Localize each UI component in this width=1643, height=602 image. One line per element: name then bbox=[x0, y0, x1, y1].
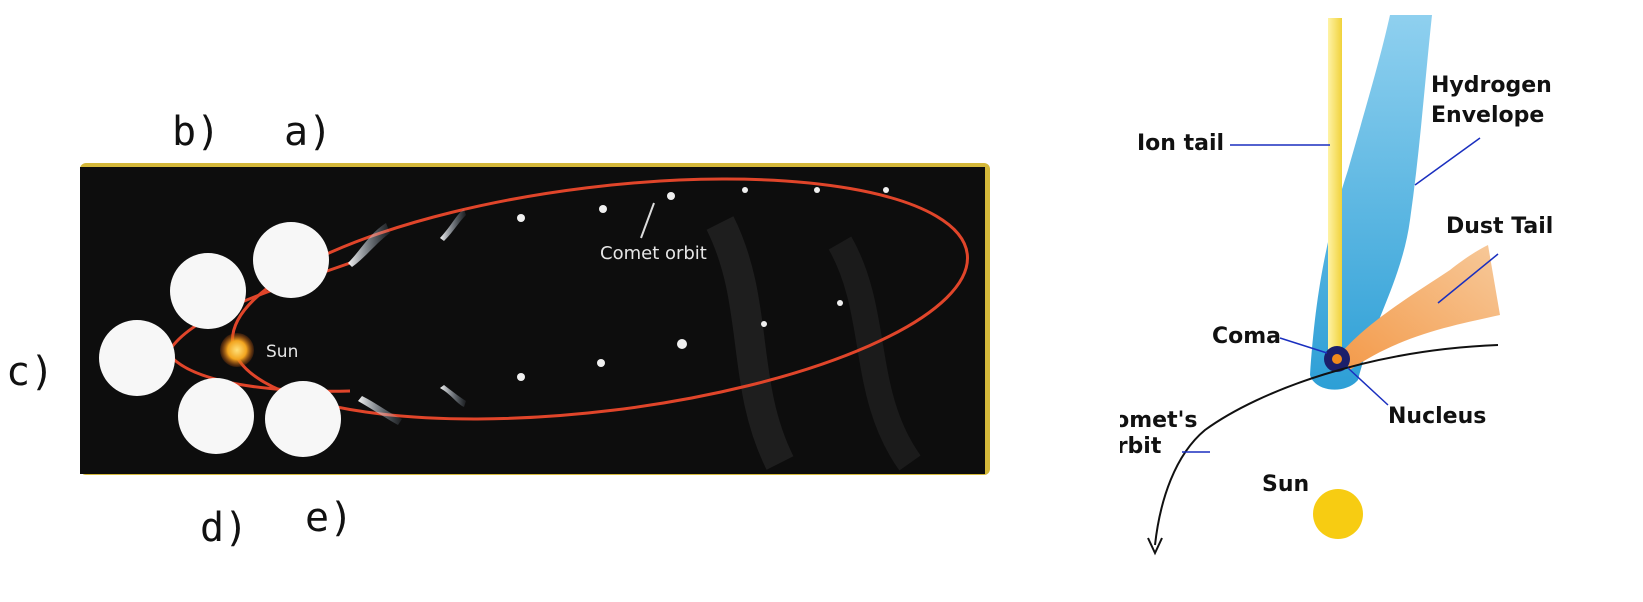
option-label-e: e) bbox=[305, 495, 354, 541]
comet-anatomy-diagram: Ion tail Hydrogen Envelope Dust Tail Com… bbox=[1120, 15, 1553, 556]
background-haze bbox=[706, 216, 794, 470]
hydrogen-envelope-label-line1: Hydrogen bbox=[1431, 73, 1552, 98]
comet-position-dot bbox=[742, 187, 748, 193]
nucleus-icon bbox=[1332, 354, 1342, 364]
nucleus-label: Nucleus bbox=[1388, 404, 1486, 429]
dust-tail-label: Dust Tail bbox=[1446, 214, 1553, 239]
comet-position-dot bbox=[667, 192, 675, 200]
coma-label: Coma bbox=[1212, 324, 1281, 349]
dust-tail-leader-line bbox=[1437, 253, 1499, 304]
comet-position-dot bbox=[814, 187, 820, 193]
comet-position-dot bbox=[883, 187, 889, 193]
hydrogen-envelope-label-line2: Envelope bbox=[1431, 103, 1544, 128]
sun-icon bbox=[220, 333, 254, 367]
position-disc-a bbox=[253, 222, 329, 298]
option-label-c: c) bbox=[6, 349, 55, 395]
ion-tail bbox=[1328, 18, 1342, 363]
comet-tail bbox=[440, 385, 466, 407]
comet-position-dot bbox=[599, 205, 607, 213]
position-disc-b bbox=[170, 253, 246, 329]
position-disc-e bbox=[265, 381, 341, 457]
sun-icon bbox=[1313, 489, 1363, 539]
comet-tail bbox=[348, 223, 390, 267]
option-label-b: b) bbox=[172, 109, 221, 155]
comet-position-dot bbox=[597, 359, 605, 367]
comet-orbit-diagram: Sun Comet orbit bbox=[80, 163, 990, 475]
comet-orbit-label: Comet orbit bbox=[600, 243, 707, 264]
comet-position-dot bbox=[517, 214, 525, 222]
background-haze bbox=[828, 236, 921, 471]
orbit-arrow-icon bbox=[1147, 537, 1163, 556]
hydrogen-envelope-leader-line bbox=[1414, 137, 1481, 186]
comet-position-dot bbox=[677, 339, 687, 349]
position-disc-c bbox=[99, 320, 175, 396]
comet-orbit-label-line1: Comet's bbox=[1120, 408, 1197, 433]
comet-orbit-leader-line bbox=[640, 202, 655, 239]
comet-orbit-label-line2: Orbit bbox=[1120, 434, 1162, 459]
sun-label: Sun bbox=[1262, 472, 1309, 497]
comet-orbit-arc bbox=[1154, 344, 1499, 546]
comet-position-dot bbox=[761, 321, 767, 327]
position-disc-d bbox=[178, 378, 254, 454]
comet-position-dot bbox=[517, 373, 525, 381]
ion-tail-label: Ion tail bbox=[1137, 131, 1224, 156]
comet-tail bbox=[358, 396, 402, 425]
coma-leader-line bbox=[1279, 337, 1328, 354]
option-label-d: d) bbox=[200, 505, 249, 551]
comet-position-dot bbox=[837, 300, 843, 306]
option-label-a: a) bbox=[284, 109, 333, 155]
sun-label: Sun bbox=[266, 342, 298, 362]
nucleus-leader-line bbox=[1347, 367, 1389, 406]
comet-tail bbox=[440, 209, 466, 241]
dust-tail bbox=[1342, 245, 1500, 370]
